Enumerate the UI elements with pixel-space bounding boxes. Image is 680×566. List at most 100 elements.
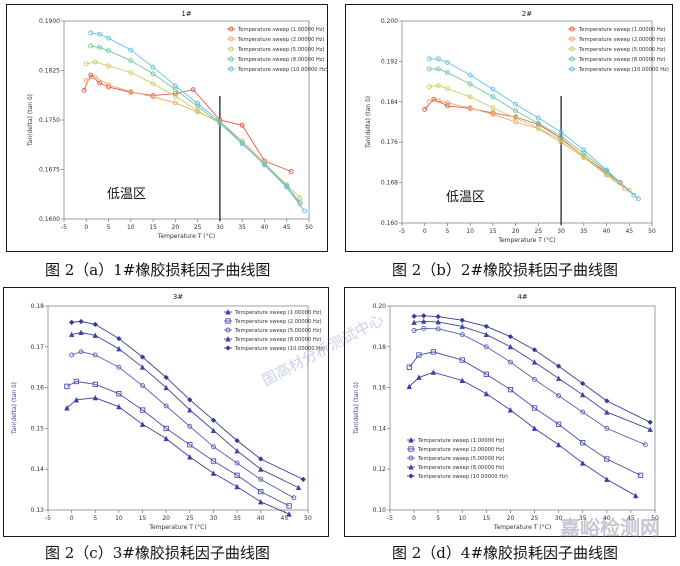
x-tick-label: 50 <box>305 224 313 231</box>
y-tick-label: 0.13 <box>31 507 45 514</box>
series-line <box>86 61 301 199</box>
legend-label: Temperature sweep (1.00000 Hz) <box>237 27 325 33</box>
data-point <box>435 313 441 320</box>
legend-label: Temperature sweep (5.00000 Hz) <box>237 47 325 53</box>
x-tick-label: 15 <box>139 515 147 522</box>
data-point <box>195 108 201 114</box>
series-line <box>71 332 299 489</box>
x-tick-label: -5 <box>61 224 67 231</box>
data-point <box>234 438 240 444</box>
data-point <box>635 196 641 202</box>
y-tick-label: 0.12 <box>373 466 387 473</box>
data-point <box>507 343 514 350</box>
x-tick-label: 5 <box>446 228 450 235</box>
data-point <box>92 332 98 338</box>
loss-factor-chart-2: 2# -5 0 5 10 15 20 25 30 35 40 45 50 0.160 0.168 0.176 0… <box>365 10 669 244</box>
data-point <box>187 423 193 429</box>
x-tick-label: 5 <box>93 515 97 522</box>
data-point <box>532 376 537 382</box>
data-point <box>581 147 587 153</box>
data-point <box>604 398 610 404</box>
data-point <box>92 394 98 401</box>
data-point <box>467 105 473 111</box>
series-line <box>66 397 290 515</box>
x-tick-label: 40 <box>603 228 611 235</box>
x-tick-label: 15 <box>149 224 157 231</box>
x-tick-label: 40 <box>261 224 269 231</box>
data-point <box>140 383 145 389</box>
data-point <box>97 31 103 37</box>
data-point <box>92 59 98 65</box>
legend-label: Temperature sweep (8.00000 Hz) <box>417 465 505 471</box>
data-point <box>83 77 89 83</box>
series-line <box>408 351 641 476</box>
x-tick-label: 15 <box>489 228 497 235</box>
data-point <box>637 472 644 478</box>
x-axis-label: Temperature T (°C) <box>148 524 206 531</box>
caption-figure-2a: 图 2（a）1#橡胶损耗因子曲线图 <box>45 261 271 279</box>
data-point <box>163 403 169 409</box>
data-point <box>508 359 513 365</box>
data-point <box>435 66 441 72</box>
data-point <box>558 137 564 143</box>
data-point <box>445 70 450 75</box>
y-tick-label: 0.184 <box>381 99 398 106</box>
data-point <box>234 447 240 454</box>
data-point <box>210 458 217 464</box>
series-line <box>429 85 630 191</box>
series-line <box>429 58 639 200</box>
data-point <box>580 440 586 446</box>
data-point <box>64 405 70 411</box>
data-point <box>88 72 94 78</box>
data-point <box>556 363 562 369</box>
data-point <box>459 317 465 323</box>
data-point <box>483 323 489 330</box>
y-tick-label: 0.200 <box>381 18 398 25</box>
data-point <box>300 476 306 483</box>
data-point <box>302 208 307 214</box>
y-tick-label: 0.1750 <box>39 117 60 124</box>
legend-marker <box>408 455 414 461</box>
data-point <box>535 125 541 131</box>
y-tick-label: 0.1825 <box>39 68 60 75</box>
legend-label: Temperature sweep (5.00000 Hz) <box>578 47 666 53</box>
low-temp-region-label: 低温区 <box>446 190 485 205</box>
data-point <box>435 326 441 332</box>
data-point <box>150 71 156 77</box>
data-point <box>459 377 465 383</box>
legend-label: Temperature sweep (10.00000 Hz) <box>417 474 508 480</box>
data-point <box>459 323 465 329</box>
series-line <box>414 320 651 430</box>
data-point <box>150 94 156 100</box>
legend-label: Temperature sweep (8.00000 Hz) <box>237 57 325 63</box>
data-point <box>284 184 290 190</box>
data-point <box>163 374 169 381</box>
data-point <box>187 397 193 403</box>
data-point <box>262 162 267 168</box>
data-point <box>106 63 111 69</box>
data-point <box>445 100 450 106</box>
y-tick-label: 0.14 <box>31 466 45 473</box>
data-point <box>88 43 94 49</box>
watermark-corner: 嘉峪检测网 <box>560 516 660 540</box>
data-point <box>459 357 465 363</box>
data-point <box>556 393 562 399</box>
x-tick-label: 30 <box>210 515 218 522</box>
data-point <box>195 103 201 109</box>
plot-frame <box>401 20 653 224</box>
chart-panel-d: 4# -5 0 5 10 15 20 25 30 35 40 45 50 0.10 0.12 0.14 0.16… <box>344 287 676 537</box>
data-point <box>239 140 245 146</box>
x-tick-label: 10 <box>115 515 123 522</box>
x-tick-label: 35 <box>238 224 246 231</box>
legend-marker <box>225 318 231 324</box>
data-point <box>507 386 514 393</box>
plot-frame <box>389 305 656 511</box>
data-point <box>81 87 87 93</box>
data-point <box>172 100 178 106</box>
data-point <box>163 425 169 432</box>
x-tick-label: 10 <box>466 228 474 235</box>
data-point <box>558 129 564 135</box>
y-tick-label: 0.1900 <box>39 18 60 25</box>
data-point <box>106 48 111 54</box>
data-point <box>139 364 146 370</box>
